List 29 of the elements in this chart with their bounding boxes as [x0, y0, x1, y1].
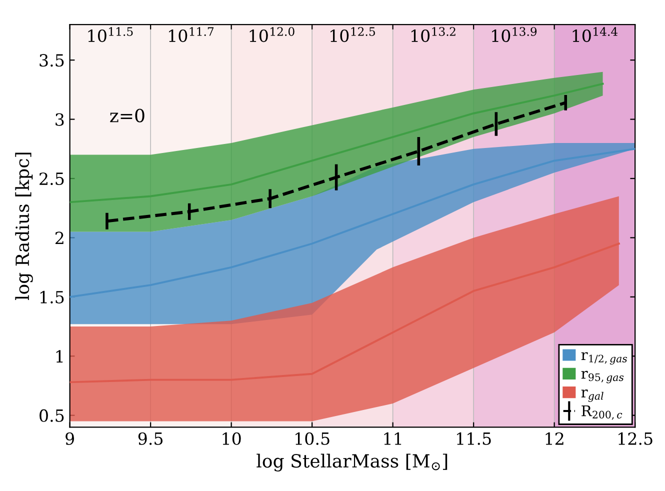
x-tick-label: 10: [222, 432, 241, 445]
y-tick-label: 0.5: [40, 409, 64, 422]
legend-label: R$_{200,c}$: [582, 405, 622, 420]
y-axis-title: log Radius [kpc]: [15, 152, 33, 300]
y-tick-label: 2.5: [40, 172, 64, 186]
band-label: 10$^{13.9}$: [492, 27, 537, 42]
x-axis-title: log StellarMass [M$_{⊙}$]: [256, 454, 448, 472]
band-label: 10$^{14.4}$: [572, 27, 618, 42]
x-tick-label: 11.5: [457, 432, 491, 445]
band-label: 10$^{11.5}$: [88, 27, 133, 42]
legend-label: r$_{gal}$: [581, 390, 604, 402]
band-label: 10$^{12.5}$: [330, 27, 375, 42]
x-tick-label: 12: [546, 432, 564, 445]
x-tick-label: 9: [66, 432, 74, 445]
y-tick-label: 1: [56, 350, 63, 362]
annotation: z=0: [110, 108, 144, 122]
legend-label: r$_{95,gas}$: [581, 370, 624, 384]
x-tick-label: 10.5: [296, 432, 330, 445]
y-tick-label: 1.5: [40, 290, 64, 304]
band-label: 10$^{13.2}$: [411, 27, 456, 42]
y-tick-label: 3: [56, 113, 64, 126]
legend-label: r$_{1/2,gas}$: [581, 352, 628, 365]
y-tick-label: 3.5: [40, 54, 64, 67]
x-tick-label: 11: [384, 432, 402, 445]
band-label: 10$^{11.7}$: [169, 27, 214, 42]
x-tick-label: 12.5: [618, 432, 652, 445]
y-tick-label: 2: [55, 232, 64, 244]
x-tick-label: 9.5: [138, 432, 163, 445]
band-label: 10$^{12.0}$: [250, 27, 294, 42]
